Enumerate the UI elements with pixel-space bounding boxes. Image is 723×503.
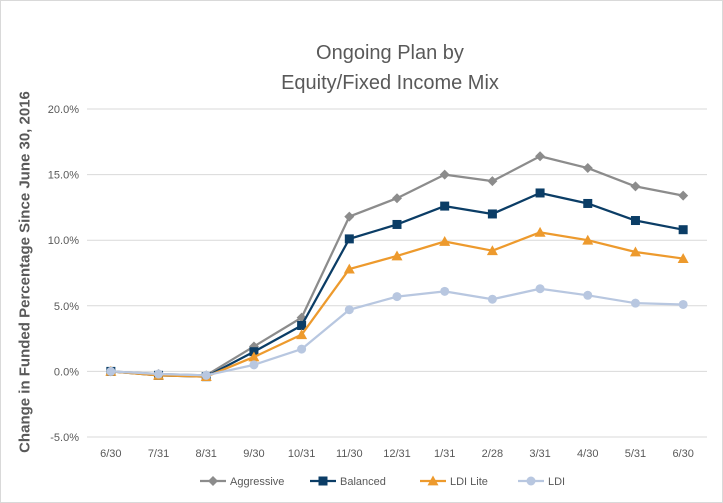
data-point-ldi-lite [629, 246, 641, 257]
x-tick-label: 6/30 [672, 448, 693, 460]
legend-marker-aggressive [208, 476, 218, 486]
x-tick-label: 5/31 [625, 448, 646, 460]
data-point-ldi [154, 369, 164, 379]
y-tick-label: 20.0% [48, 104, 79, 116]
legend-label-ldi-lite: LDI Lite [450, 476, 488, 488]
x-tick-label: 8/31 [196, 448, 217, 460]
data-point-aggressive [392, 193, 402, 204]
legend-marker-ldi [526, 476, 536, 486]
y-tick-label: 15.0% [48, 170, 79, 182]
legend-label-balanced: Balanced [340, 476, 386, 488]
data-point-ldi-lite [391, 250, 403, 261]
data-point-balanced [344, 234, 354, 244]
data-point-ldi-lite [248, 351, 260, 362]
legend-label-aggressive: Aggressive [230, 476, 284, 488]
data-point-ldi-lite [439, 236, 451, 246]
y-tick-label: 0.0% [54, 366, 79, 378]
series-line-aggressive [110, 155, 684, 377]
legend-label-ldi: LDI [548, 476, 565, 488]
legend-marker-balanced [318, 476, 328, 486]
data-point-aggressive [344, 211, 355, 222]
series-line-ldi [110, 287, 684, 377]
x-tick-label: 6/30 [100, 448, 121, 460]
data-point-ldi [392, 292, 402, 302]
data-point-balanced [487, 209, 497, 219]
x-tick-label: 7/31 [148, 448, 169, 460]
x-tick-label: 4/30 [577, 448, 598, 460]
data-point-aggressive [678, 190, 689, 201]
x-tick-label: 12/31 [383, 448, 411, 460]
y-tick-label: -5.0% [50, 432, 79, 444]
data-point-ldi-lite [582, 234, 594, 245]
data-point-ldi [344, 305, 354, 315]
data-point-aggressive [535, 151, 546, 162]
x-tick-label: 3/31 [529, 448, 550, 460]
data-point-aggressive [439, 169, 450, 180]
x-tick-label: 11/30 [336, 448, 363, 460]
data-point-ldi-lite [343, 263, 355, 274]
data-point-ldi [249, 360, 259, 370]
data-point-aggressive [582, 163, 593, 174]
data-point-ldi-lite [677, 253, 689, 263]
x-tick-label: 10/31 [288, 448, 316, 460]
data-point-aggressive [487, 176, 498, 187]
data-point-ldi [297, 344, 307, 354]
y-tick-label: 5.0% [54, 301, 79, 313]
data-point-ldi [535, 284, 545, 294]
chart-title-line-2: Equity/Fixed Income Mix [281, 72, 499, 94]
x-tick-label: 2/28 [482, 448, 503, 460]
data-point-balanced [678, 225, 688, 235]
data-point-balanced [297, 320, 307, 330]
data-point-ldi-lite [534, 226, 546, 237]
x-tick-label: 9/30 [243, 448, 264, 460]
data-point-balanced [392, 219, 402, 229]
data-point-balanced [583, 198, 593, 208]
data-point-ldi [630, 298, 640, 308]
legend-marker-ldi-lite [427, 475, 439, 486]
chart-title-line-1: Ongoing Plan by [316, 42, 464, 64]
y-tick-label: 10.0% [48, 235, 79, 247]
data-point-ldi [487, 294, 497, 304]
x-tick-label: 1/31 [434, 448, 455, 460]
data-point-ldi [106, 366, 116, 376]
data-point-balanced [440, 201, 450, 211]
data-point-ldi [678, 299, 688, 309]
data-point-aggressive [630, 181, 641, 192]
data-point-balanced [630, 216, 640, 226]
data-point-balanced [535, 188, 545, 198]
data-point-ldi [440, 286, 450, 296]
data-point-ldi-lite [486, 245, 498, 256]
data-point-ldi [583, 290, 593, 300]
data-point-ldi-lite [296, 329, 308, 340]
data-point-ldi [201, 370, 211, 380]
